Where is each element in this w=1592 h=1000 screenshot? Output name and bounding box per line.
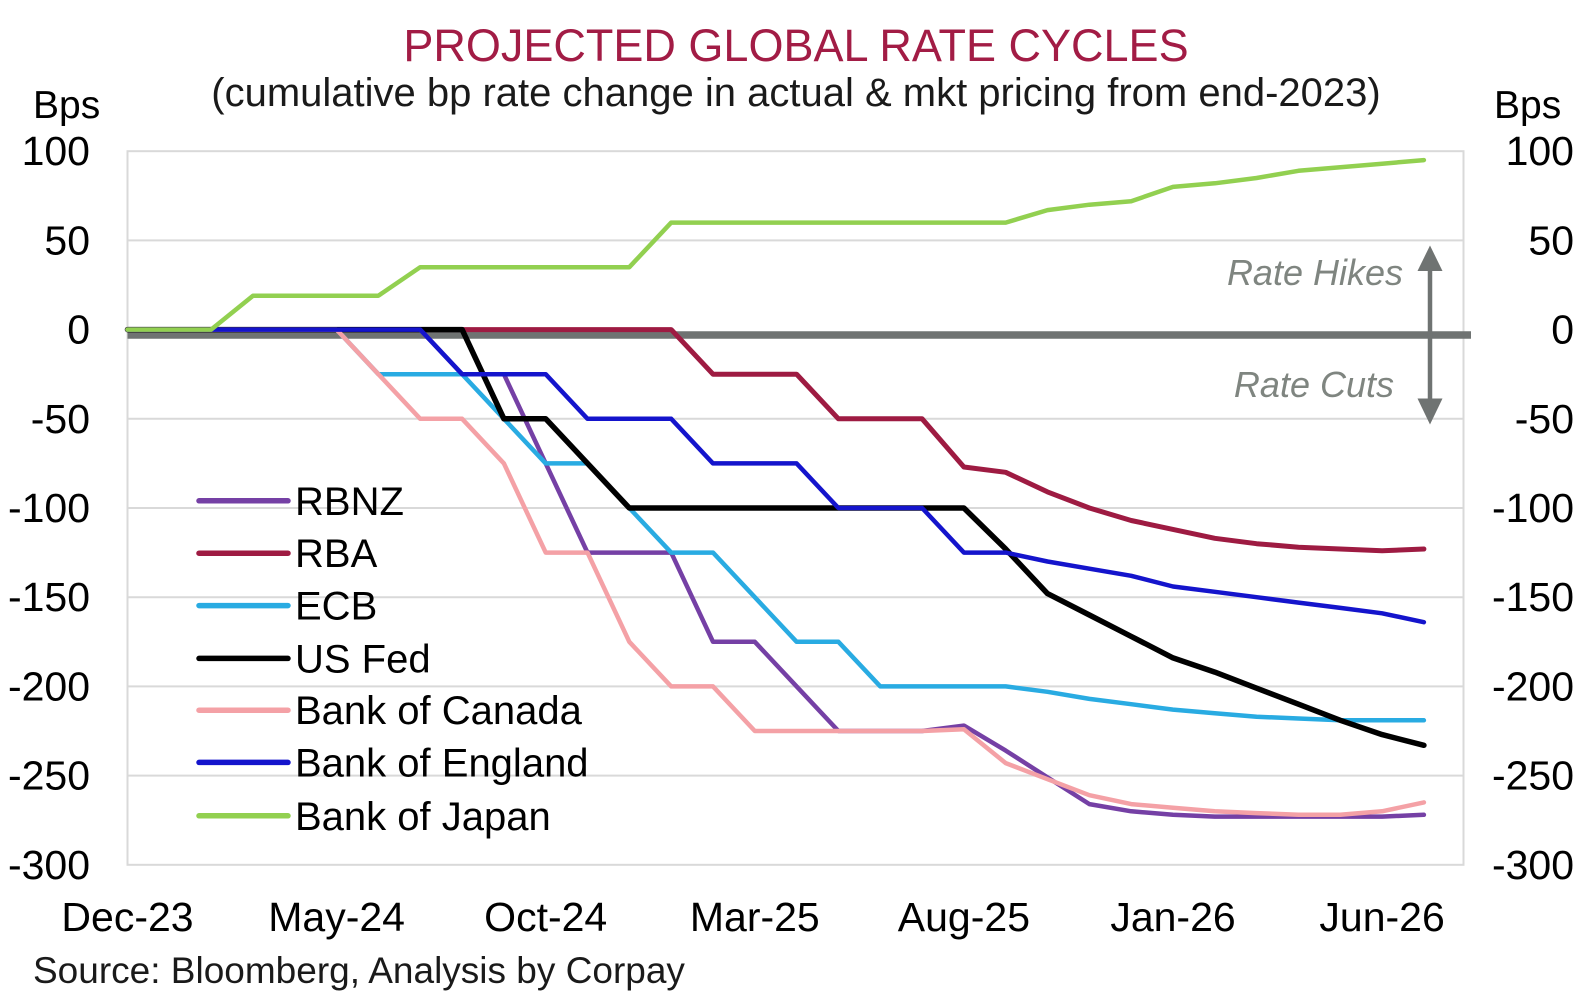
svg-text:-300: -300 (8, 842, 90, 888)
svg-text:-200: -200 (1492, 663, 1574, 709)
svg-text:-100: -100 (1492, 485, 1574, 531)
svg-text:Jan-26: Jan-26 (1110, 894, 1235, 940)
svg-text:RBA: RBA (295, 532, 378, 576)
svg-text:-250: -250 (1492, 753, 1574, 799)
svg-text:RBNZ: RBNZ (295, 480, 404, 524)
svg-text:Aug-25: Aug-25 (898, 894, 1030, 940)
svg-text:(cumulative bp rate change in: (cumulative bp rate change in actual & m… (211, 71, 1380, 115)
svg-text:ECB: ECB (295, 585, 377, 629)
svg-text:Bank of Japan: Bank of Japan (295, 795, 551, 839)
svg-text:-150: -150 (8, 574, 90, 620)
svg-text:50: 50 (44, 217, 90, 263)
svg-text:Source: Bloomberg, Analysis by: Source: Bloomberg, Analysis by Corpay (33, 950, 685, 991)
svg-text:Oct-24: Oct-24 (484, 894, 607, 940)
svg-text:0: 0 (1551, 307, 1574, 353)
svg-text:May-24: May-24 (268, 894, 405, 940)
svg-text:-150: -150 (1492, 574, 1574, 620)
svg-text:0: 0 (67, 307, 90, 353)
svg-text:100: 100 (22, 128, 90, 174)
svg-text:-50: -50 (31, 396, 90, 442)
svg-text:Rate Cuts: Rate Cuts (1234, 364, 1394, 405)
svg-text:-50: -50 (1515, 396, 1574, 442)
svg-text:Bank of England: Bank of England (295, 741, 589, 785)
svg-text:-300: -300 (1492, 842, 1574, 888)
svg-text:Mar-25: Mar-25 (690, 894, 820, 940)
svg-text:Bps: Bps (33, 84, 100, 127)
svg-text:US Fed: US Fed (295, 637, 431, 681)
svg-text:Bps: Bps (1494, 84, 1561, 127)
svg-text:Bank of Canada: Bank of Canada (295, 689, 583, 733)
svg-text:Jun-26: Jun-26 (1319, 894, 1444, 940)
svg-text:100: 100 (1506, 128, 1574, 174)
svg-text:50: 50 (1528, 217, 1574, 263)
svg-text:-100: -100 (8, 485, 90, 531)
svg-text:Rate Hikes: Rate Hikes (1227, 252, 1403, 293)
svg-text:-200: -200 (8, 663, 90, 709)
svg-text:-250: -250 (8, 753, 90, 799)
svg-text:Dec-23: Dec-23 (61, 894, 193, 940)
svg-text:PROJECTED GLOBAL RATE CYCLES: PROJECTED GLOBAL RATE CYCLES (403, 20, 1188, 71)
